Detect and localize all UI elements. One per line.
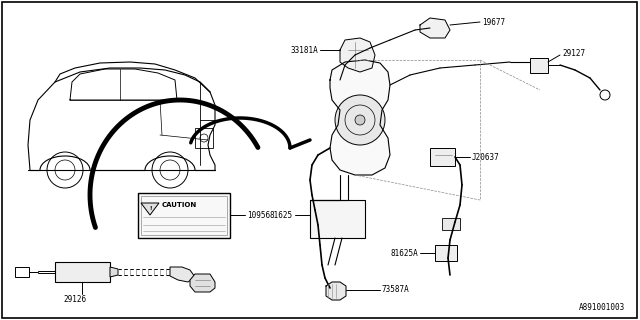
Text: J20637: J20637 [472,153,500,162]
Polygon shape [141,203,159,215]
Text: 29127: 29127 [562,49,585,58]
Text: 29126: 29126 [63,295,86,305]
Bar [15,267,29,277]
Polygon shape [326,282,346,300]
Text: 81625: 81625 [270,211,293,220]
Text: 81625A: 81625A [390,249,418,258]
Text: 10956: 10956 [247,211,270,220]
Circle shape [355,115,365,125]
Polygon shape [420,18,450,38]
Text: CAUTION: CAUTION [162,202,197,208]
Bar [435,245,457,261]
Bar [141,196,227,235]
Bar [195,128,213,148]
Bar [442,218,460,230]
Text: 33181A: 33181A [291,45,318,54]
Polygon shape [110,267,118,277]
Bar [310,200,365,238]
Bar [138,193,230,238]
Polygon shape [340,38,375,72]
Text: !: ! [148,205,151,211]
Polygon shape [190,274,215,292]
Bar [430,148,455,166]
Polygon shape [330,60,390,175]
Text: 19677: 19677 [482,18,505,27]
Polygon shape [170,267,195,282]
Text: 73587A: 73587A [382,285,410,294]
Circle shape [335,95,385,145]
Bar [530,58,548,73]
Text: A891001003: A891001003 [579,303,625,312]
Bar [55,262,110,282]
